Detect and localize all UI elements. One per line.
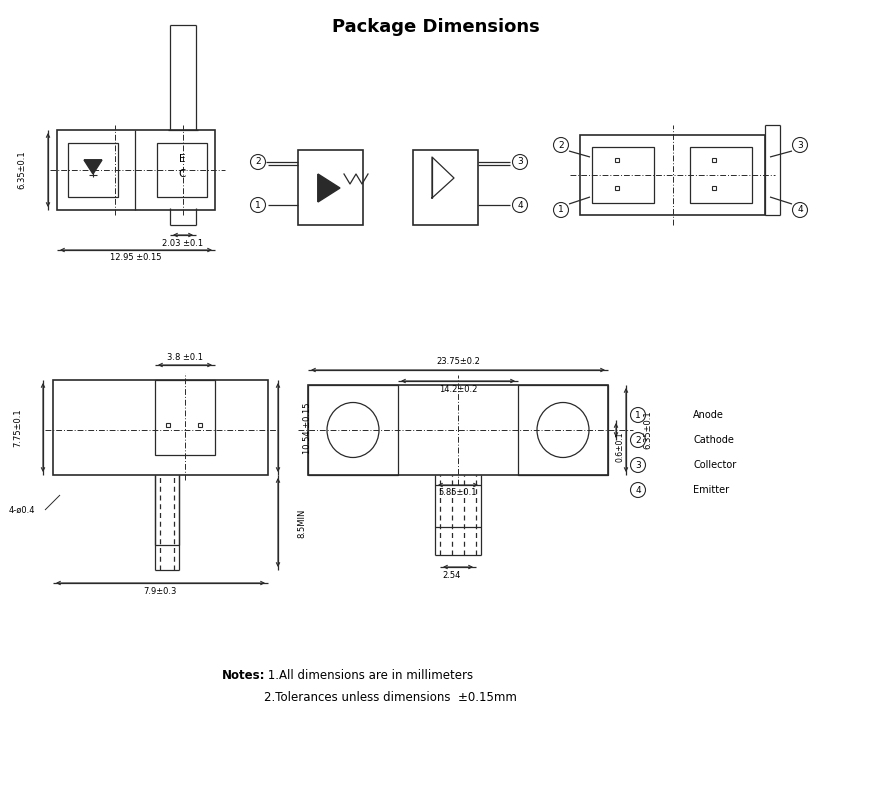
Bar <box>592 147 654 203</box>
Polygon shape <box>84 160 102 174</box>
Text: 4: 4 <box>517 200 523 209</box>
Text: 4: 4 <box>635 485 641 494</box>
Bar <box>690 147 752 203</box>
Text: Anode: Anode <box>693 410 724 420</box>
Text: 1: 1 <box>558 205 564 214</box>
Bar <box>308 385 398 475</box>
Bar <box>580 135 765 215</box>
Text: 1: 1 <box>255 200 261 209</box>
Text: 8.5MIN: 8.5MIN <box>297 508 306 538</box>
Bar <box>308 385 608 475</box>
Text: 0.6±0.1: 0.6±0.1 <box>616 431 624 462</box>
Text: 12.95 ±0.15: 12.95 ±0.15 <box>110 254 161 262</box>
Bar <box>413 150 478 225</box>
Bar <box>518 385 608 475</box>
Polygon shape <box>318 174 340 202</box>
Bar <box>155 380 215 455</box>
Bar <box>298 150 363 225</box>
Bar <box>53 380 268 475</box>
Text: 3: 3 <box>797 141 803 150</box>
Text: 1.All dimensions are in millimeters: 1.All dimensions are in millimeters <box>264 668 473 682</box>
Text: 5.85±0.1: 5.85±0.1 <box>439 488 477 497</box>
Text: 10.54 ±0.15: 10.54 ±0.15 <box>303 402 311 454</box>
Text: 1: 1 <box>635 411 641 419</box>
Text: 14.2±0.2: 14.2±0.2 <box>439 385 477 394</box>
Text: 2: 2 <box>255 158 261 167</box>
Text: 2: 2 <box>635 436 641 444</box>
Text: 6.35±0.1: 6.35±0.1 <box>644 411 652 449</box>
Text: 2.54: 2.54 <box>443 571 461 580</box>
Text: 2: 2 <box>558 141 564 150</box>
Text: Package Dimensions: Package Dimensions <box>332 18 540 36</box>
Text: Notes:: Notes: <box>222 668 265 682</box>
Text: Emitter: Emitter <box>693 485 729 495</box>
Bar <box>57 130 215 210</box>
Bar <box>68 143 118 197</box>
Text: 2.Tolerances unless dimensions  ±0.15mm: 2.Tolerances unless dimensions ±0.15mm <box>264 691 517 704</box>
Text: 4-ø0.4: 4-ø0.4 <box>9 506 35 514</box>
Text: 2.03 ±0.1: 2.03 ±0.1 <box>162 238 203 247</box>
Text: 4: 4 <box>797 205 803 214</box>
Text: 3.8 ±0.1: 3.8 ±0.1 <box>167 353 203 361</box>
Text: 3: 3 <box>517 158 523 167</box>
Bar <box>157 143 207 197</box>
Text: 7.9±0.3: 7.9±0.3 <box>143 587 177 596</box>
Text: Cathode: Cathode <box>693 435 734 445</box>
Text: 23.75±0.2: 23.75±0.2 <box>436 357 480 366</box>
Text: 3: 3 <box>635 460 641 469</box>
Text: Collector: Collector <box>693 460 736 470</box>
Text: E: E <box>179 154 185 164</box>
Text: C: C <box>178 169 186 179</box>
Text: 6.35±0.1: 6.35±0.1 <box>17 151 26 189</box>
Text: 7.75±0.1: 7.75±0.1 <box>13 409 23 448</box>
